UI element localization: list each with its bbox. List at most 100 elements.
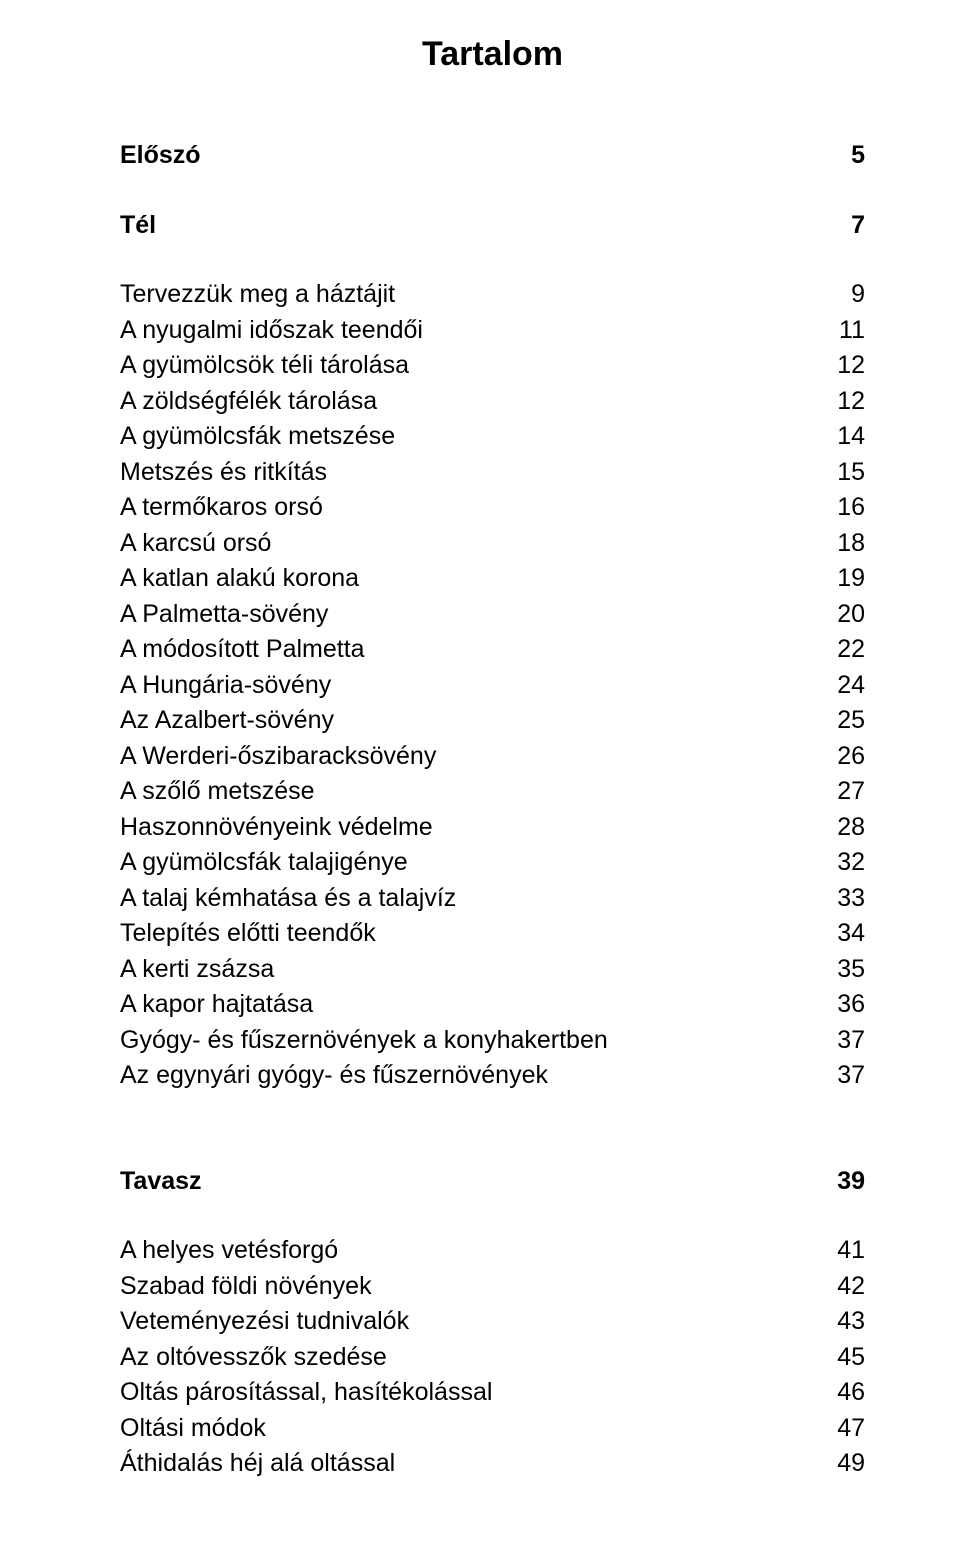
toc-label: A talaj kémhatása és a talajvíz — [120, 881, 805, 917]
toc-label: A helyes vetésforgó — [120, 1233, 805, 1269]
toc-page-number: 35 — [805, 952, 865, 988]
toc-row: Haszonnövényeink védelme28 — [120, 810, 865, 846]
toc-label: Az Azalbert-sövény — [120, 703, 805, 739]
toc-row: Gyógy- és fűszernövények a konyhakertben… — [120, 1023, 865, 1059]
toc-row: Tervezzük meg a háztájit9 — [120, 277, 865, 313]
toc-label: A gyümölcsfák talajigénye — [120, 845, 805, 881]
toc-page-number: 14 — [805, 419, 865, 455]
toc-page-number: 33 — [805, 881, 865, 917]
toc-page-number: 16 — [805, 490, 865, 526]
toc-page-number: 27 — [805, 774, 865, 810]
toc-row: Szabad földi növények42 — [120, 1269, 865, 1305]
toc-row: Tél7 — [120, 208, 865, 244]
toc-page-number: 12 — [805, 348, 865, 384]
toc-label: Gyógy- és fűszernövények a konyhakertben — [120, 1023, 805, 1059]
toc-page-number: 5 — [805, 138, 865, 174]
toc-page-number: 32 — [805, 845, 865, 881]
toc-row: A termőkaros orsó16 — [120, 490, 865, 526]
toc-row: Oltás párosítással, hasítékolással46 — [120, 1375, 865, 1411]
toc-page-number: 45 — [805, 1340, 865, 1376]
toc-label: Az oltóvesszők szedése — [120, 1340, 805, 1376]
toc-label: A karcsú orsó — [120, 526, 805, 562]
toc-row: A helyes vetésforgó41 — [120, 1233, 865, 1269]
toc-row: A nyugalmi időszak teendői11 — [120, 313, 865, 349]
toc-row: Telepítés előtti teendők34 — [120, 916, 865, 952]
toc-page-number: 19 — [805, 561, 865, 597]
toc-page-number: 46 — [805, 1375, 865, 1411]
toc-page-number: 41 — [805, 1233, 865, 1269]
toc-row: A kerti zsázsa35 — [120, 952, 865, 988]
toc-label: Telepítés előtti teendők — [120, 916, 805, 952]
toc-page-number: 42 — [805, 1269, 865, 1305]
toc-row: Metszés és ritkítás15 — [120, 455, 865, 491]
toc-label: Tavasz — [120, 1164, 805, 1200]
toc-row: A módosított Palmetta22 — [120, 632, 865, 668]
toc-row: Veteményezési tudnivalók43 — [120, 1304, 865, 1340]
toc-page-number: 12 — [805, 384, 865, 420]
toc-row: Az Azalbert-sövény25 — [120, 703, 865, 739]
toc-label: A kerti zsázsa — [120, 952, 805, 988]
toc-page-number: 28 — [805, 810, 865, 846]
page-title: Tartalom — [120, 30, 865, 78]
toc-label: Oltási módok — [120, 1411, 805, 1447]
toc-label: A kapor hajtatása — [120, 987, 805, 1023]
toc-page-number: 47 — [805, 1411, 865, 1447]
toc-row: A Werderi-őszibaracksövény26 — [120, 739, 865, 775]
toc-label: Haszonnövényeink védelme — [120, 810, 805, 846]
toc-label: A zöldségfélék tárolása — [120, 384, 805, 420]
toc-label: A gyümölcsök téli tárolása — [120, 348, 805, 384]
toc-row: A gyümölcsfák metszése14 — [120, 419, 865, 455]
toc-page-number: 34 — [805, 916, 865, 952]
toc-page-number: 11 — [805, 313, 865, 349]
toc-label: Oltás párosítással, hasítékolással — [120, 1375, 805, 1411]
toc-page-number: 37 — [805, 1058, 865, 1094]
toc-page-number: 22 — [805, 632, 865, 668]
toc-row: Áthidalás héj alá oltással49 — [120, 1446, 865, 1482]
toc-page-number: 49 — [805, 1446, 865, 1482]
toc-label: A szőlő metszése — [120, 774, 805, 810]
toc-page-number: 9 — [805, 277, 865, 313]
toc-row: Az egynyári gyógy- és fűszernövények37 — [120, 1058, 865, 1094]
toc-row: A katlan alakú korona19 — [120, 561, 865, 597]
toc-page-number: 20 — [805, 597, 865, 633]
toc-page-number: 36 — [805, 987, 865, 1023]
toc-label: A Hungária-sövény — [120, 668, 805, 704]
toc-row: A talaj kémhatása és a talajvíz33 — [120, 881, 865, 917]
toc-label: Veteményezési tudnivalók — [120, 1304, 805, 1340]
toc-page-number: 43 — [805, 1304, 865, 1340]
toc-page-number: 7 — [805, 208, 865, 244]
toc-label: Metszés és ritkítás — [120, 455, 805, 491]
toc-row: A karcsú orsó18 — [120, 526, 865, 562]
toc-page-number: 39 — [805, 1164, 865, 1200]
toc-label: A nyugalmi időszak teendői — [120, 313, 805, 349]
toc-page-number: 24 — [805, 668, 865, 704]
toc-page-number: 25 — [805, 703, 865, 739]
toc-page: Tartalom Előszó5Tél7Tervezzük meg a házt… — [0, 0, 960, 1542]
toc-row: A Hungária-sövény24 — [120, 668, 865, 704]
toc-row: Az oltóvesszők szedése45 — [120, 1340, 865, 1376]
toc-label: A Werderi-őszibaracksövény — [120, 739, 805, 775]
toc-row: Oltási módok47 — [120, 1411, 865, 1447]
toc-row: A Palmetta-sövény20 — [120, 597, 865, 633]
toc-label: A katlan alakú korona — [120, 561, 805, 597]
toc-row: A zöldségfélék tárolása12 — [120, 384, 865, 420]
toc-label: Az egynyári gyógy- és fűszernövények — [120, 1058, 805, 1094]
toc-row: A gyümölcsök téli tárolása12 — [120, 348, 865, 384]
toc-label: A módosított Palmetta — [120, 632, 805, 668]
toc-row: A szőlő metszése27 — [120, 774, 865, 810]
toc-label: Áthidalás héj alá oltással — [120, 1446, 805, 1482]
toc-page-number: 26 — [805, 739, 865, 775]
toc-label: A termőkaros orsó — [120, 490, 805, 526]
toc-row: Előszó5 — [120, 138, 865, 174]
toc-label: Tél — [120, 208, 805, 244]
toc-label: A Palmetta-sövény — [120, 597, 805, 633]
toc-page-number: 37 — [805, 1023, 865, 1059]
toc-row: Tavasz39 — [120, 1164, 865, 1200]
toc-label: Szabad földi növények — [120, 1269, 805, 1305]
toc-label: Tervezzük meg a háztájit — [120, 277, 805, 313]
toc-label: Előszó — [120, 138, 805, 174]
toc-page-number: 18 — [805, 526, 865, 562]
toc-page-number: 15 — [805, 455, 865, 491]
toc-list: Előszó5Tél7Tervezzük meg a háztájit9A ny… — [120, 138, 865, 1482]
toc-row: A gyümölcsfák talajigénye32 — [120, 845, 865, 881]
